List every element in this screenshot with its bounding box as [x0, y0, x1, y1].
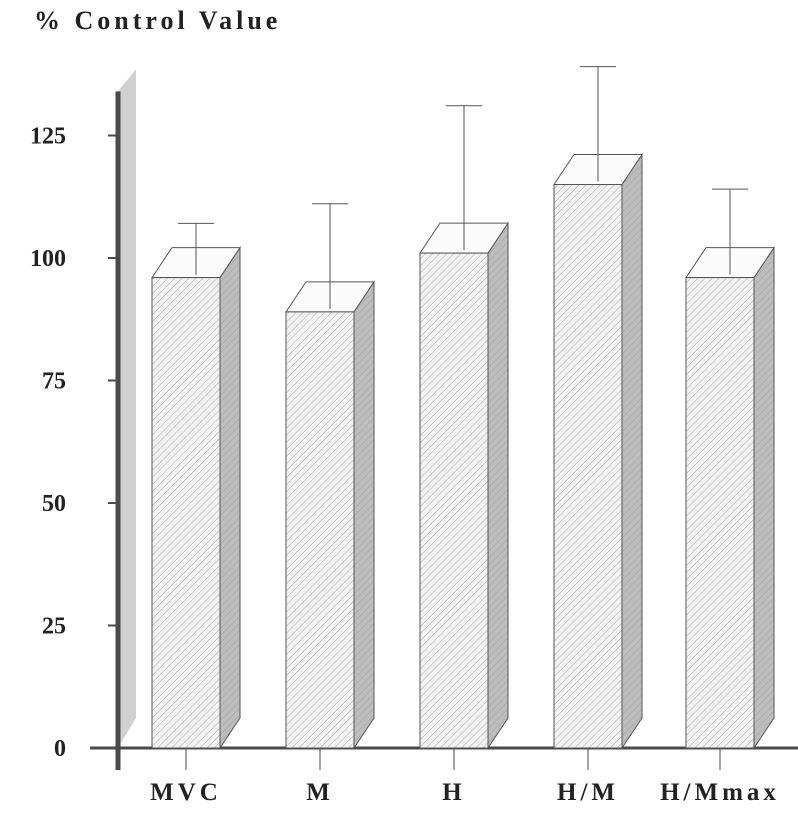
error-bar — [446, 105, 482, 251]
back-wall — [118, 69, 136, 748]
error-bar — [580, 66, 616, 182]
bar-front — [685, 277, 755, 749]
y-tick-label: 50 — [42, 491, 66, 517]
bar-mvc — [151, 245, 241, 750]
x-category-label: H/M — [557, 779, 619, 806]
x-category-label: M — [306, 779, 334, 806]
bar-side — [353, 280, 375, 750]
x-category-label: MVC — [150, 779, 222, 806]
back-wall-layer — [118, 69, 136, 748]
error-bar — [312, 203, 348, 309]
bar-h-mmax — [685, 245, 775, 750]
x-category-label: H/Mmax — [660, 779, 780, 806]
label-layer: 0 25 50 75 100 125 MVC M H H/M H/Mmax — [30, 124, 780, 807]
bar-front — [151, 277, 221, 749]
bar-front — [419, 252, 489, 749]
chart-title: % Control Value — [34, 6, 282, 35]
y-tick-label: 100 — [30, 246, 66, 272]
bar-side — [621, 152, 643, 750]
bar-side — [753, 245, 775, 750]
error-bar — [178, 222, 214, 275]
error-bar — [712, 188, 748, 275]
bar-h-m — [553, 152, 643, 750]
bar-m — [285, 280, 375, 750]
bar-front — [285, 311, 355, 749]
bar-side — [487, 221, 509, 750]
bar-h — [419, 221, 509, 750]
y-tick-label: 75 — [42, 369, 66, 395]
bar-front — [553, 184, 623, 749]
error-bar-layer — [178, 66, 748, 309]
y-tick-label: 125 — [30, 124, 66, 150]
y-tick-label: 0 — [54, 736, 66, 762]
bar-layer — [151, 152, 775, 750]
y-tick-label: 25 — [42, 614, 66, 640]
x-category-label: H — [442, 779, 465, 806]
bar-side — [219, 245, 241, 750]
